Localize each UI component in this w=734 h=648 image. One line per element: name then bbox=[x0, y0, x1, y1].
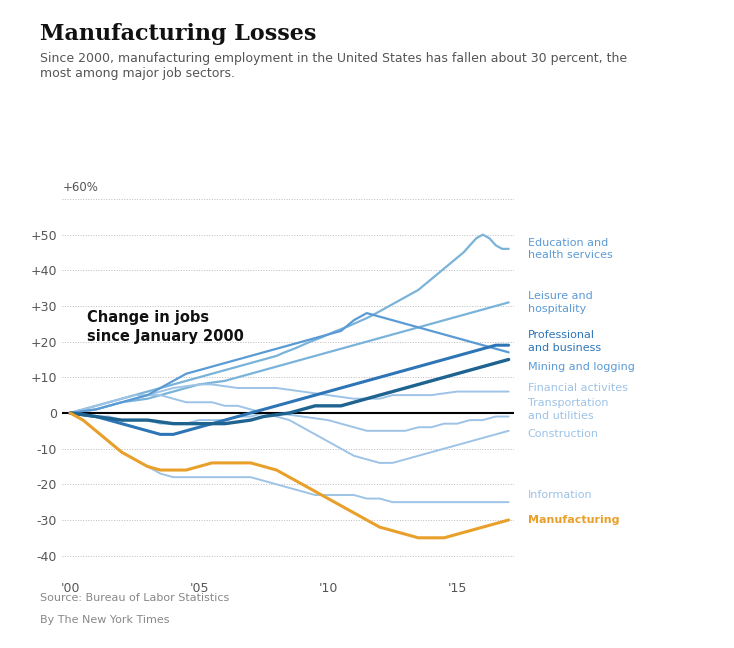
Text: Financial activites: Financial activites bbox=[528, 383, 628, 393]
Text: Education and
health services: Education and health services bbox=[528, 238, 612, 260]
Text: Since 2000, manufacturing employment in the United States has fallen about 30 pe: Since 2000, manufacturing employment in … bbox=[40, 52, 628, 80]
Text: Mining and logging: Mining and logging bbox=[528, 362, 635, 371]
Text: Manufacturing: Manufacturing bbox=[528, 515, 619, 525]
Text: Leisure and
hospitality: Leisure and hospitality bbox=[528, 291, 592, 314]
Text: Construction: Construction bbox=[528, 430, 599, 439]
Text: +60%: +60% bbox=[63, 181, 99, 194]
Text: Manufacturing Losses: Manufacturing Losses bbox=[40, 23, 317, 45]
Text: Change in jobs
since January 2000: Change in jobs since January 2000 bbox=[87, 310, 244, 344]
Text: Information: Information bbox=[528, 490, 592, 500]
Text: Transportation
and utilities: Transportation and utilities bbox=[528, 399, 608, 421]
Text: By The New York Times: By The New York Times bbox=[40, 616, 170, 625]
Text: Professional
and business: Professional and business bbox=[528, 330, 601, 353]
Text: Source: Bureau of Labor Statistics: Source: Bureau of Labor Statistics bbox=[40, 594, 230, 603]
